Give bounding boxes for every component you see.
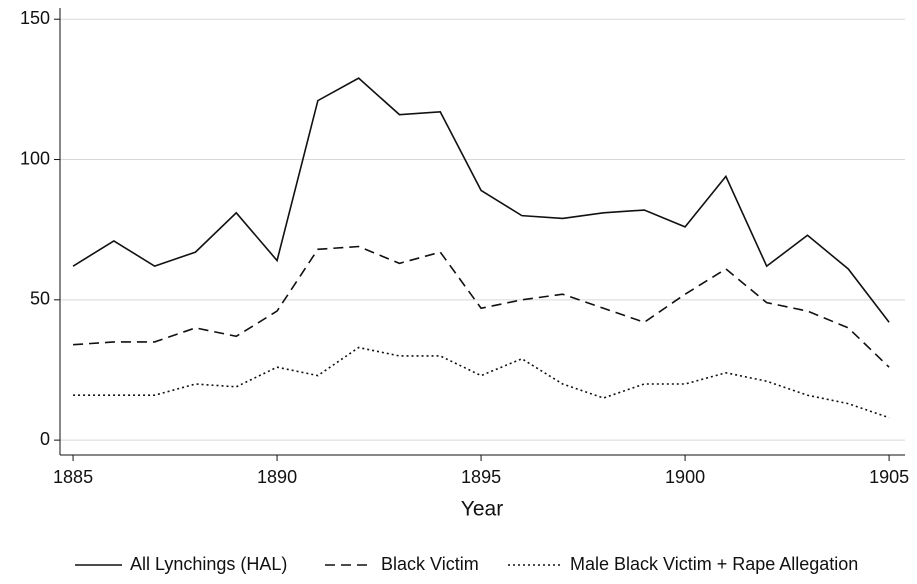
y-tick-label: 150	[20, 8, 50, 28]
data-line	[73, 346, 890, 419]
data-line	[72, 77, 890, 323]
y-tick-label: 50	[30, 289, 50, 309]
x-tick-label: 1905	[869, 467, 909, 487]
legend-label: Male Black Victim + Rape Allegation	[570, 554, 858, 574]
x-tick-label: 1890	[257, 467, 297, 487]
legend-label: All Lynchings (HAL)	[130, 554, 287, 574]
legend-label: Black Victim	[381, 554, 479, 574]
x-axis-label: Year	[461, 498, 503, 521]
y-tick-label: 0	[40, 429, 50, 449]
x-tick-label: 1895	[461, 467, 501, 487]
x-tick-label: 1900	[665, 467, 705, 487]
data-line	[73, 245, 890, 368]
y-tick-label: 100	[20, 148, 50, 168]
x-tick-label: 1885	[53, 467, 93, 487]
